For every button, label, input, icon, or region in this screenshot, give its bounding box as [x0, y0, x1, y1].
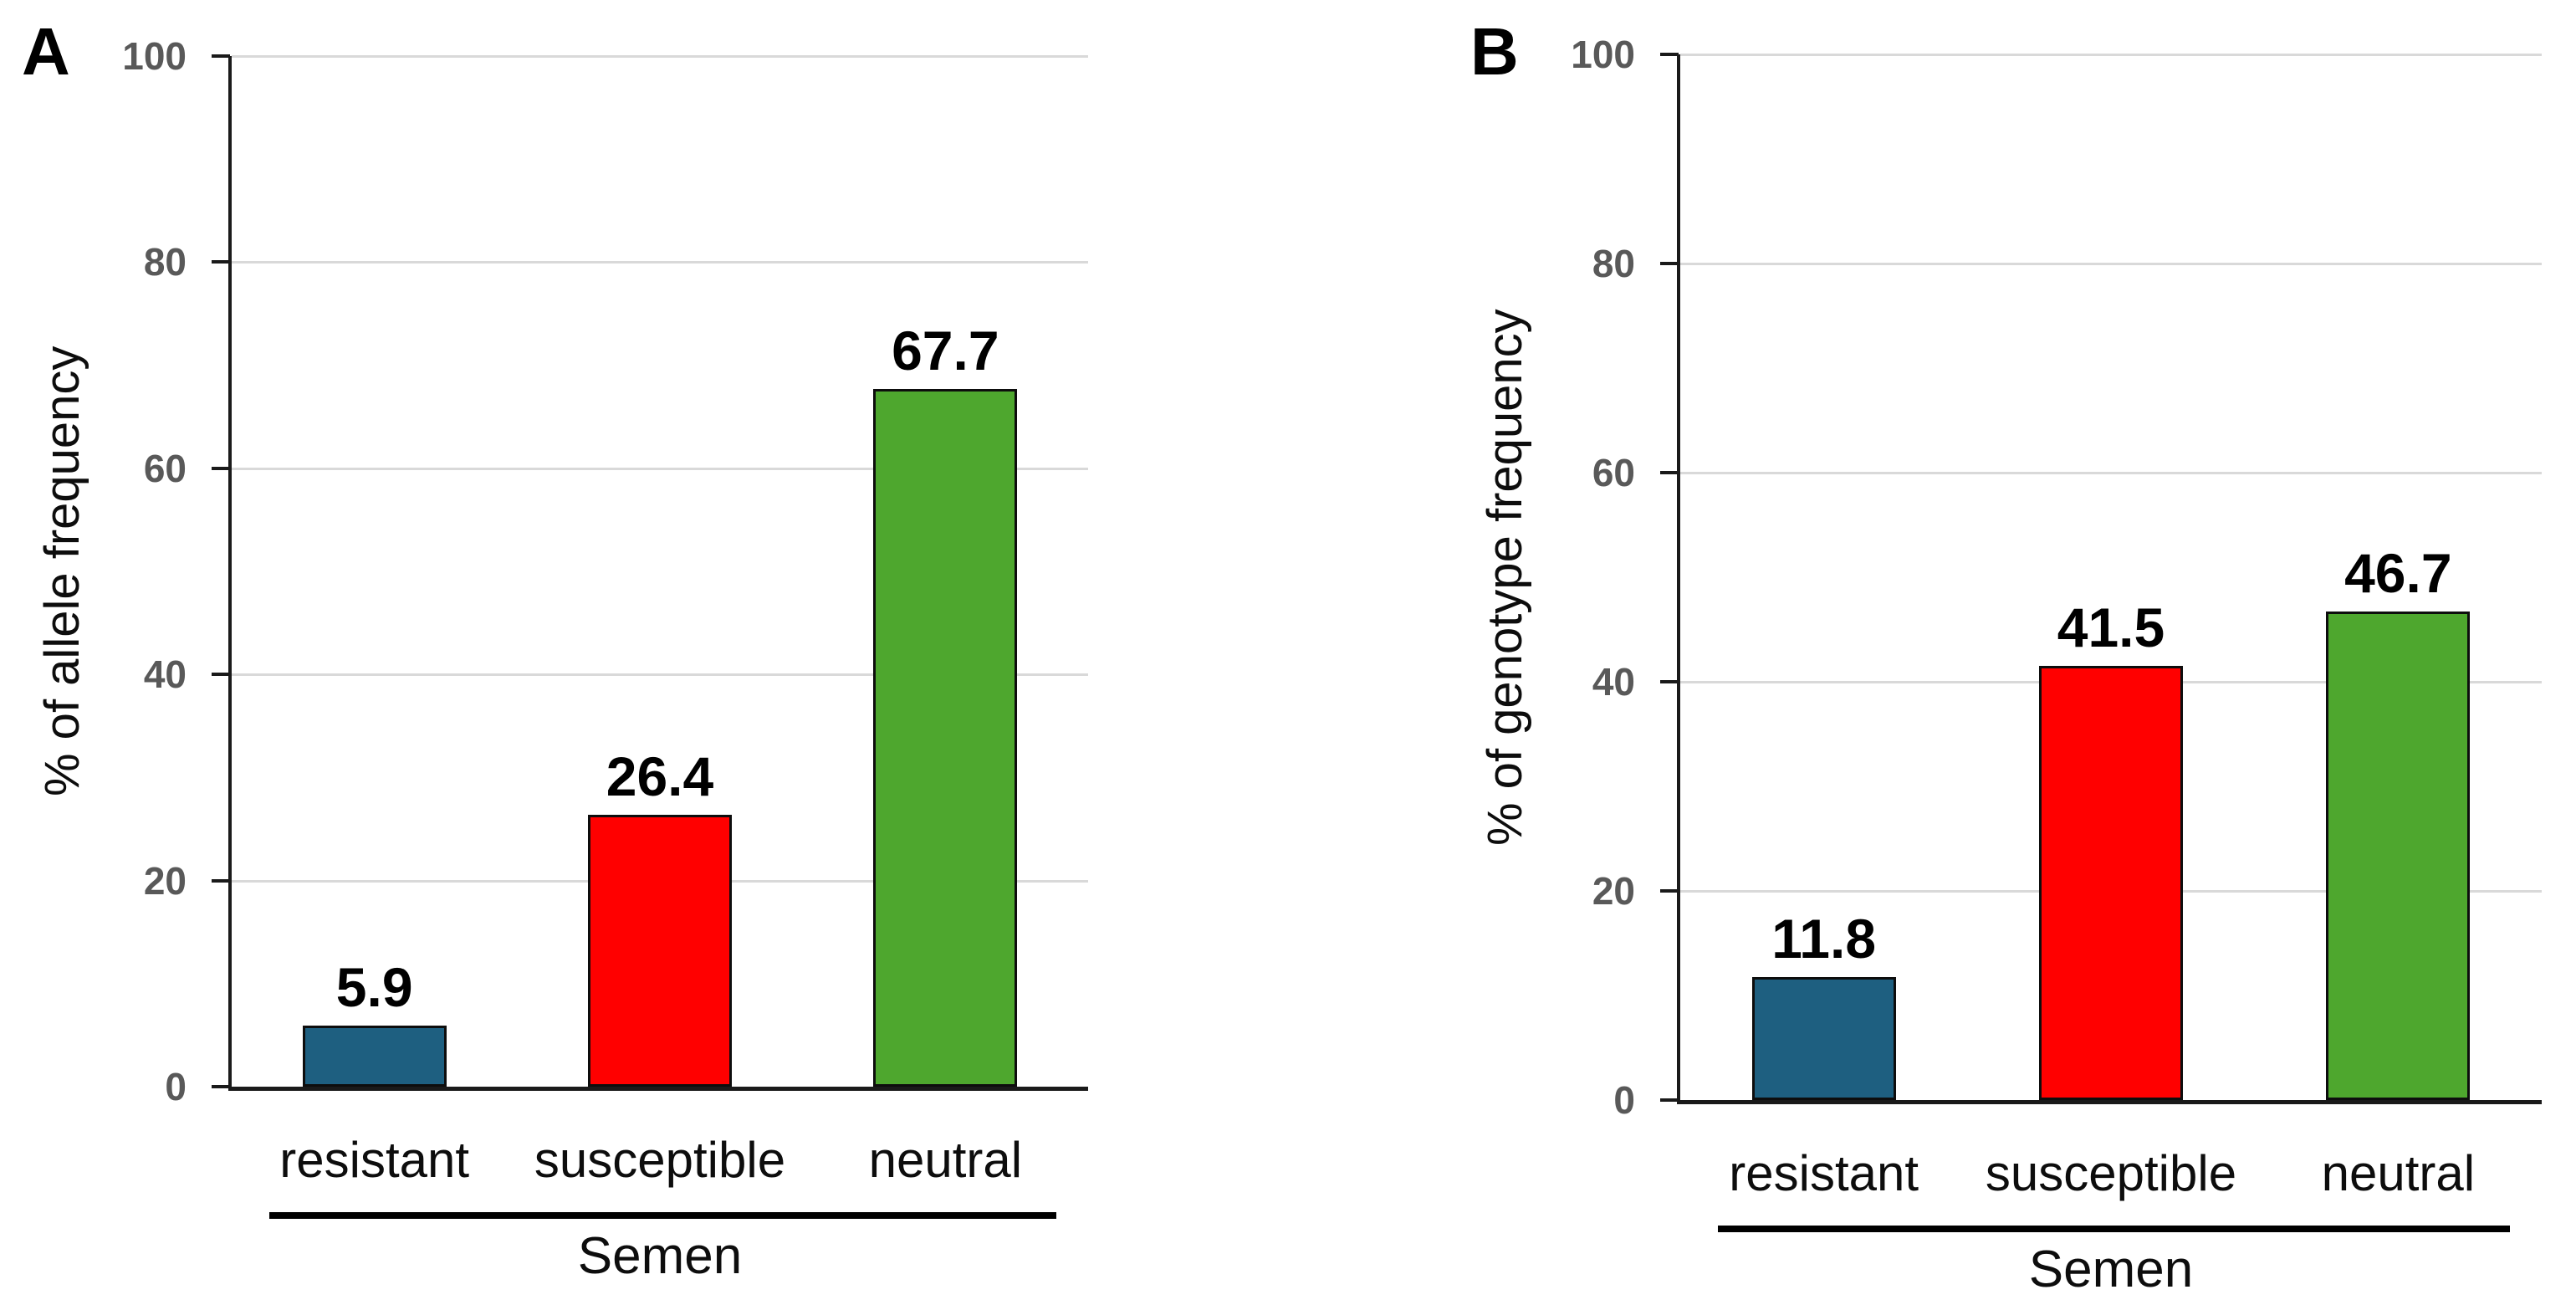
bar-value-neutral: 46.7: [2344, 542, 2452, 605]
y-tick-mark-60: [212, 466, 230, 470]
y-tick-label-100: 100: [1571, 33, 1635, 76]
y-tick-mark-40: [1660, 680, 1679, 683]
y-axis-title-b: % of genotype frequency: [1478, 309, 1532, 846]
gridline-40: [232, 673, 1088, 677]
y-tick-label-40: 40: [1592, 660, 1635, 704]
x-axis-title-a: Semen: [577, 1227, 743, 1285]
y-tick-mark-100: [1660, 53, 1679, 56]
y-tick-label-0: 0: [165, 1065, 187, 1108]
y-tick-mark-80: [212, 260, 230, 264]
gridline-60: [1680, 472, 2542, 474]
bar-neutral: 46.7: [2326, 545, 2471, 1100]
bar-susceptible: 41.5: [2039, 600, 2183, 1100]
y-tick-label-80: 80: [1592, 242, 1635, 285]
y-tick-label-100: 100: [122, 34, 187, 78]
y-tick-mark-0: [1660, 1098, 1679, 1102]
gridline-100: [232, 55, 1088, 58]
y-tick-label-40: 40: [143, 652, 187, 697]
bar-value-resistant: 11.8: [1771, 907, 1877, 970]
y-tick-mark-0: [212, 1085, 230, 1088]
y-tick-mark-40: [212, 673, 230, 677]
bar-susceptible: 26.4: [588, 749, 732, 1087]
y-tick-mark-60: [1660, 471, 1679, 474]
x-category-label-susceptible: susceptible: [534, 1132, 786, 1188]
bar-neutral: 67.7: [873, 323, 1018, 1087]
category-underline-a: [269, 1212, 1056, 1219]
x-axis-title-b: Semen: [2028, 1241, 2194, 1298]
y-tick-mark-80: [1660, 262, 1679, 265]
bar-value-resistant: 5.9: [335, 956, 413, 1019]
x-category-label-resistant: resistant: [279, 1132, 470, 1188]
y-tick-label-60: 60: [1592, 451, 1635, 494]
y-tick-mark-100: [212, 54, 230, 58]
x-category-label-resistant: resistant: [1729, 1145, 1919, 1201]
y-tick-label-60: 60: [143, 446, 187, 490]
bar-resistant: 11.8: [1751, 911, 1896, 1100]
bar-resistant: 5.9: [302, 960, 447, 1087]
y-axis-title-a: % of allele frequency: [35, 345, 89, 797]
y-tick-mark-20: [1660, 889, 1679, 893]
gridline-80: [1680, 263, 2542, 265]
gridline-80: [232, 261, 1088, 264]
panel-b: B % of genotype frequency Semen 0 20 40 60 8…: [1288, 0, 2576, 1305]
plot-area-a: Semen 0 20 40 60 80 100 5.9 resistant 26.4 suscep…: [122, 37, 1088, 1282]
panel-a: A % of allele frequency Semen 0 20 40 60 80 1…: [22, 14, 1088, 1282]
panel-label-a: A: [22, 14, 70, 89]
y-tick-mark-20: [212, 878, 230, 883]
bar-value-susceptible: 41.5: [2057, 596, 2165, 659]
y-tick-label-20: 20: [1592, 869, 1635, 913]
y-tick-label-20: 20: [143, 858, 187, 903]
x-category-label-neutral: neutral: [2321, 1145, 2476, 1201]
bar-value-susceptible: 26.4: [606, 745, 714, 807]
category-underline-b: [1718, 1226, 2510, 1232]
gridline-100: [1680, 54, 2542, 56]
gridline-60: [232, 467, 1088, 470]
plot-area-b: Semen 0 20 40 60 80 100 11.8 resistant 41.5 susce…: [1571, 35, 2542, 1296]
x-category-label-susceptible: susceptible: [1985, 1145, 2237, 1201]
y-tick-label-80: 80: [143, 240, 187, 284]
x-category-label-neutral: neutral: [868, 1132, 1023, 1188]
panel-label-b: B: [1470, 14, 1519, 89]
bar-value-neutral: 67.7: [892, 319, 999, 381]
y-tick-label-0: 0: [1613, 1078, 1635, 1122]
